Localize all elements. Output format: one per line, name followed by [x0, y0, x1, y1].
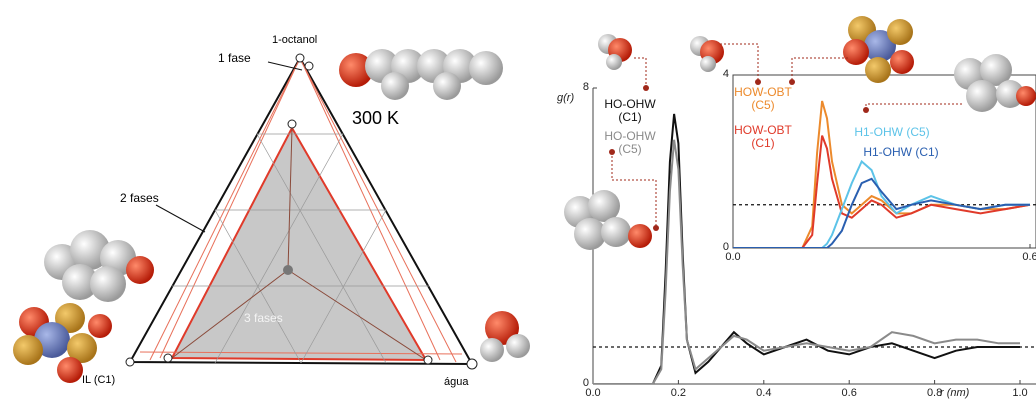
vertex-label: água [444, 376, 469, 388]
x-tick-label: 1.0 [1012, 387, 1028, 399]
vertex-label: 1-octanol [272, 34, 318, 46]
x-tick-label: 0.8 [926, 387, 943, 399]
temperature: 300 K [352, 108, 400, 128]
molecule [954, 54, 1036, 112]
molecule [843, 16, 914, 83]
rdf-line [593, 113, 1020, 384]
molecule [564, 190, 652, 250]
x-tick-label: 0.4 [756, 387, 772, 399]
x-tick-label: 0.6 [841, 387, 857, 399]
rdf-line [733, 177, 1030, 248]
x-tick-label: 0.6 [1022, 251, 1036, 263]
y-axis-label: g(r) [557, 92, 575, 104]
x-tick-label: 0.0 [725, 251, 741, 263]
legend-label: HO-OHW (C1) [604, 97, 656, 124]
legend-label: HOW-OBT (C1) [734, 123, 792, 150]
molecule [480, 311, 530, 362]
y-tick-label: 8 [582, 81, 589, 93]
x-tick-label: 0.0 [585, 387, 601, 399]
molecule [339, 49, 503, 100]
y-tick-label: 4 [722, 68, 729, 80]
molecule [598, 34, 724, 72]
phase-label: 1 fase [218, 51, 251, 65]
rdf-line [593, 139, 1020, 384]
x-tick-label: 0.2 [670, 387, 687, 399]
legend-label: H1-OHW (C5) [854, 125, 930, 139]
phase-label: 2 fases [120, 191, 159, 205]
vertex-label: IL (C1) [82, 374, 116, 386]
y-tick-label: 0 [722, 241, 729, 253]
x-axis-label: r (nm) [940, 387, 970, 399]
ternary-diagram [125, 53, 478, 370]
molecule [13, 303, 112, 383]
phase-label: 3 fases [244, 311, 283, 325]
legend-label: H1-OHW (C1) [863, 145, 939, 159]
legend-label: HOW-OBT (C5) [734, 85, 792, 112]
rdf-line [733, 135, 1031, 248]
legend-label: HO-OHW (C5) [604, 129, 656, 156]
molecule [44, 230, 154, 302]
y-tick-label: 0 [582, 377, 589, 389]
